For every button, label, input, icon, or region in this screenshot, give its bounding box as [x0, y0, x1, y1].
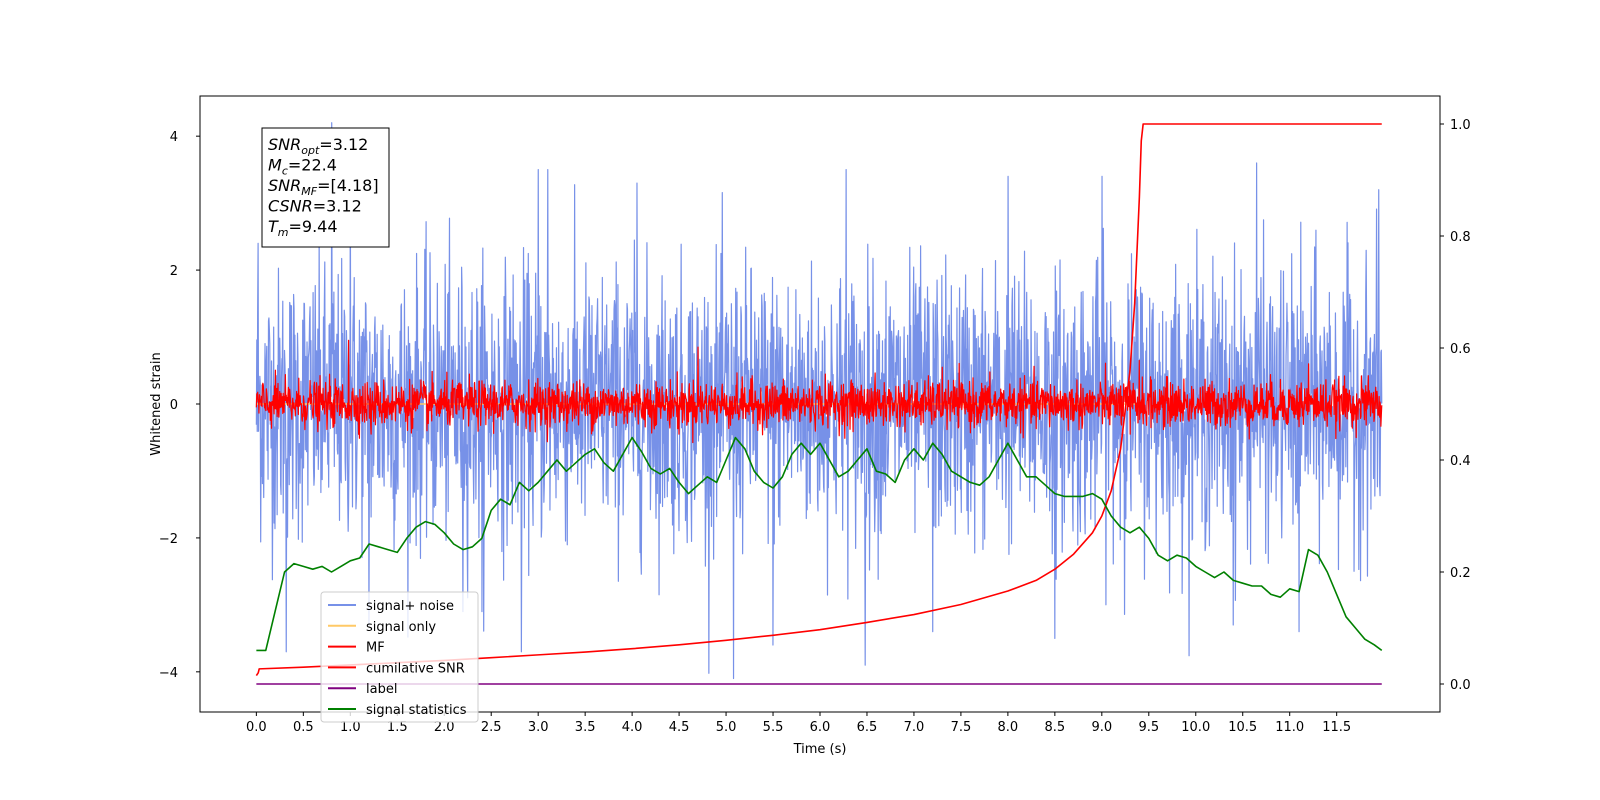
x-tick-label: 7.5: [951, 720, 972, 735]
x-tick-label: 9.5: [1138, 720, 1159, 735]
y-axis-label: Whitened strain: [149, 352, 164, 455]
x-tick-label: 6.5: [857, 720, 878, 735]
x-tick-label: 2.5: [481, 720, 502, 735]
x-tick-label: 2.0: [434, 720, 455, 735]
legend-label: signal only: [366, 620, 436, 635]
y-tick-label: 2: [170, 264, 178, 279]
y-tick-label: −4: [159, 666, 178, 681]
legend-label: signal+ noise: [366, 599, 454, 614]
y-axis-right: 0.0 0.2 0.4 0.6 0.8 1.0: [1440, 118, 1471, 693]
x-tick-label: 1.0: [340, 720, 361, 735]
x-tick-label: 10.5: [1228, 720, 1257, 735]
x-tick-label: 4.5: [669, 720, 690, 735]
legend-label: signal statistics: [366, 703, 467, 718]
x-tick-label: 4.0: [622, 720, 643, 735]
x-tick-label: 11.0: [1275, 720, 1304, 735]
x-tick-label: 3.0: [528, 720, 549, 735]
legend-label: cumilative SNR: [366, 661, 465, 676]
series-line-mf: [255, 339, 1383, 444]
parameter-annotation-box: SNRopt=3.12Mc=22.4SNRMF=[4.18]CSNR=3.12T…: [261, 127, 390, 248]
legend-frame: [320, 591, 479, 723]
x-tick-label: 9.0: [1091, 720, 1112, 735]
x-tick-label: 6.0: [810, 720, 831, 735]
y2-tick-label: 0.6: [1450, 342, 1471, 357]
x-tick-label: 8.5: [1045, 720, 1066, 735]
y-tick-label: −2: [159, 532, 178, 547]
x-tick-label: 5.5: [763, 720, 784, 735]
x-tick-label: 3.5: [575, 720, 596, 735]
legend: signal+ noise signal only MF cumilative SNR…: [320, 591, 479, 723]
legend-label: label: [366, 682, 397, 697]
x-tick-label: 5.0: [716, 720, 737, 735]
y2-tick-label: 0.2: [1450, 566, 1471, 581]
y2-tick-label: 1.0: [1450, 118, 1471, 133]
annotation-line: Mc=22.4: [268, 156, 337, 178]
x-axis-label: Time (s): [793, 742, 847, 757]
annotation-line: Tm=9.44: [268, 217, 338, 239]
y2-tick-label: 0.0: [1450, 678, 1471, 693]
x-axis: 0.0 0.5 1.0 1.5 2.0 2.5 3.0 3.5 4.0 4.5 5.0 5.5 6.0 6…: [246, 712, 1351, 735]
annotation-line: CSNR=3.12: [268, 197, 362, 216]
y2-tick-label: 0.4: [1450, 454, 1471, 469]
y2-tick-label: 0.8: [1450, 230, 1471, 245]
y-tick-label: 4: [170, 130, 178, 145]
x-tick-label: 1.5: [387, 720, 408, 735]
annotation-line: SNRMF=[4.18]: [268, 176, 379, 198]
x-tick-label: 10.0: [1181, 720, 1210, 735]
x-tick-label: 7.0: [904, 720, 925, 735]
x-tick-label: 11.5: [1322, 720, 1351, 735]
series-line-signal-statistics: [256, 436, 1383, 652]
legend-label: MF: [366, 641, 385, 656]
x-tick-label: 8.0: [998, 720, 1019, 735]
x-tick-label: 0.0: [246, 720, 267, 735]
annotation-line: SNRopt=3.12: [268, 135, 368, 157]
annotation-frame: [261, 127, 390, 248]
y-axis-left: −4 −2 0 2 4: [159, 130, 200, 681]
x-tick-label: 0.5: [293, 720, 314, 735]
y-tick-label: 0: [170, 398, 178, 413]
